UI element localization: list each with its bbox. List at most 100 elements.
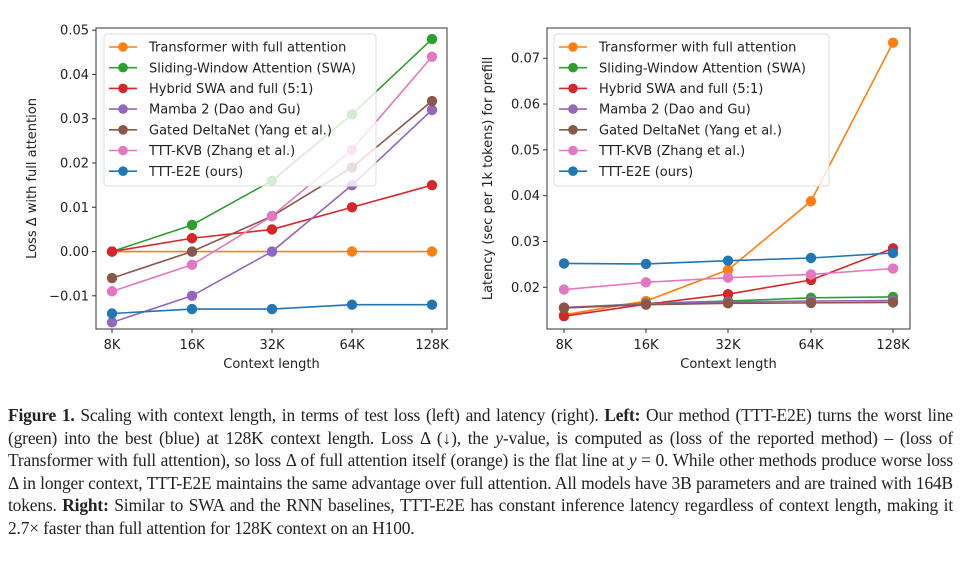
caption-right-text: Similar to SWA and the RNN baselines, TT… xyxy=(8,495,954,538)
data-point xyxy=(426,246,438,257)
data-point xyxy=(186,246,198,257)
legend: Transformer with full attention Sliding-W… xyxy=(103,33,377,187)
data-point xyxy=(558,310,570,322)
legend-marker xyxy=(118,42,128,52)
legend-marker xyxy=(568,166,578,176)
data-point xyxy=(266,246,278,257)
legend-label: TTT-E2E (ours) xyxy=(148,165,243,180)
x-tick-label: 128K xyxy=(876,338,910,353)
legend-item: Hybrid SWA and full (5:1) xyxy=(559,82,763,97)
y-tick-label: 0.04 xyxy=(511,189,540,204)
data-point xyxy=(722,272,734,283)
data-point xyxy=(346,202,358,213)
legend-marker xyxy=(118,145,128,156)
legend-marker xyxy=(568,104,578,114)
data-point xyxy=(805,252,817,264)
legend-marker xyxy=(118,62,128,73)
y-tick-label: 0.03 xyxy=(60,112,89,127)
plot-area: 0.02 0.03 0.04 0.05 0.06 0.07 8K 16K 32K 64K 128K C… xyxy=(481,27,911,372)
x-tick-label: 8K xyxy=(104,338,121,353)
x-tick-label: 16K xyxy=(633,338,659,353)
legend-label: Mamba 2 (Dao and Gu) xyxy=(149,103,301,118)
legend-item: Sliding-Window Attention (SWA) xyxy=(109,61,356,76)
x-axis-label: Context length xyxy=(223,357,320,372)
y-tick-label: 0.05 xyxy=(60,24,89,39)
y-axis-label: Loss Δ with full attention xyxy=(25,98,40,259)
legend-item: Gated DeltaNet (Yang et al.) xyxy=(109,123,332,138)
data-point xyxy=(426,104,438,116)
data-point xyxy=(346,299,358,310)
data-point xyxy=(558,258,570,269)
data-point xyxy=(805,297,817,309)
data-point xyxy=(186,303,198,315)
legend-item: Transformer with full attention xyxy=(559,41,796,56)
data-point xyxy=(426,95,438,107)
legend-item: TTT-E2E (ours) xyxy=(559,165,693,180)
data-point xyxy=(346,246,358,257)
series-ttt-e2e-ours xyxy=(106,299,438,319)
data-point xyxy=(186,259,198,271)
legend-marker xyxy=(118,125,128,135)
series-ttt-kvb-zhang-et-al xyxy=(558,263,899,295)
legend-label: Mamba 2 (Dao and Gu) xyxy=(599,103,751,118)
data-point xyxy=(640,299,652,310)
data-point xyxy=(426,179,438,191)
x-tick-label: 32K xyxy=(715,338,741,353)
loss-delta-chart: −0.01 0.00 0.01 0.02 0.03 0.04 0.05 8K 16K 32K 64K… xyxy=(25,24,449,372)
data-point xyxy=(266,303,278,315)
legend-label: TTT-KVB (Zhang et al.) xyxy=(148,144,295,159)
caption-left-text: Our method (TTT-E2E) turns the worst lin… xyxy=(8,405,953,448)
legend-item: Sliding-Window Attention (SWA) xyxy=(559,61,806,76)
legend-label: Sliding-Window Attention (SWA) xyxy=(149,61,356,76)
data-point xyxy=(266,224,278,235)
y-tick-label: −0.01 xyxy=(49,289,89,304)
x-tick-label: 8K xyxy=(556,338,573,353)
data-point xyxy=(640,258,652,270)
legend: Transformer with full attention Sliding-W… xyxy=(553,33,830,187)
x-axis-label: Context length xyxy=(680,357,777,372)
legend-label: Transformer with full attention xyxy=(598,41,796,56)
data-point xyxy=(558,284,570,295)
data-point xyxy=(186,219,198,231)
y-tick-label: 0.02 xyxy=(511,281,540,296)
legend-marker xyxy=(118,83,128,94)
legend-label: Hybrid SWA and full (5:1) xyxy=(149,82,313,97)
y-tick-label: 0.07 xyxy=(511,52,540,67)
legend-label: Transformer with full attention xyxy=(148,41,346,56)
data-point xyxy=(887,37,899,48)
data-point xyxy=(186,233,198,244)
caption-y-variable: y xyxy=(495,427,503,448)
latency-chart: 0.02 0.03 0.04 0.05 0.06 0.07 8K 16K 32K 64K 128K C… xyxy=(481,27,911,372)
figure-label: Figure 1. xyxy=(8,405,75,425)
legend-marker xyxy=(568,145,578,156)
data-point xyxy=(722,255,734,266)
figure-caption: Figure 1. Scaling with context length, i… xyxy=(8,404,953,540)
data-point xyxy=(805,195,817,207)
data-point xyxy=(266,210,278,222)
data-point xyxy=(106,272,118,284)
plot-area: −0.01 0.00 0.01 0.02 0.03 0.04 0.05 8K 16K 32K 64K… xyxy=(25,24,449,372)
legend-box xyxy=(553,33,830,187)
caption-left-label: Left: xyxy=(604,405,641,425)
x-tick-label: 64K xyxy=(339,338,365,353)
series-gated-deltanet-yang-et-al xyxy=(558,297,899,314)
data-point xyxy=(426,299,438,310)
data-point xyxy=(106,317,118,328)
legend-item: Hybrid SWA and full (5:1) xyxy=(109,82,313,97)
legend-marker xyxy=(568,42,578,52)
data-point xyxy=(106,246,118,257)
data-point xyxy=(722,264,734,276)
y-tick-label: 0.06 xyxy=(511,98,540,113)
legend-marker xyxy=(568,62,578,73)
series-hybrid-swa-and-full-5-1 xyxy=(106,179,438,257)
legend-label: Gated DeltaNet (Yang et al.) xyxy=(599,123,782,138)
data-point xyxy=(106,308,118,319)
legend-item: TTT-E2E (ours) xyxy=(109,165,243,180)
y-tick-label: 0.02 xyxy=(60,157,89,172)
caption-y-variable: y xyxy=(628,450,637,471)
data-point xyxy=(887,297,899,308)
legend-label: Gated DeltaNet (Yang et al.) xyxy=(149,123,332,138)
y-tick-label: 0.05 xyxy=(511,143,540,158)
x-tick-label: 32K xyxy=(259,338,285,353)
y-axis-label: Latency (sec per 1k tokens) for prefill xyxy=(481,57,496,300)
